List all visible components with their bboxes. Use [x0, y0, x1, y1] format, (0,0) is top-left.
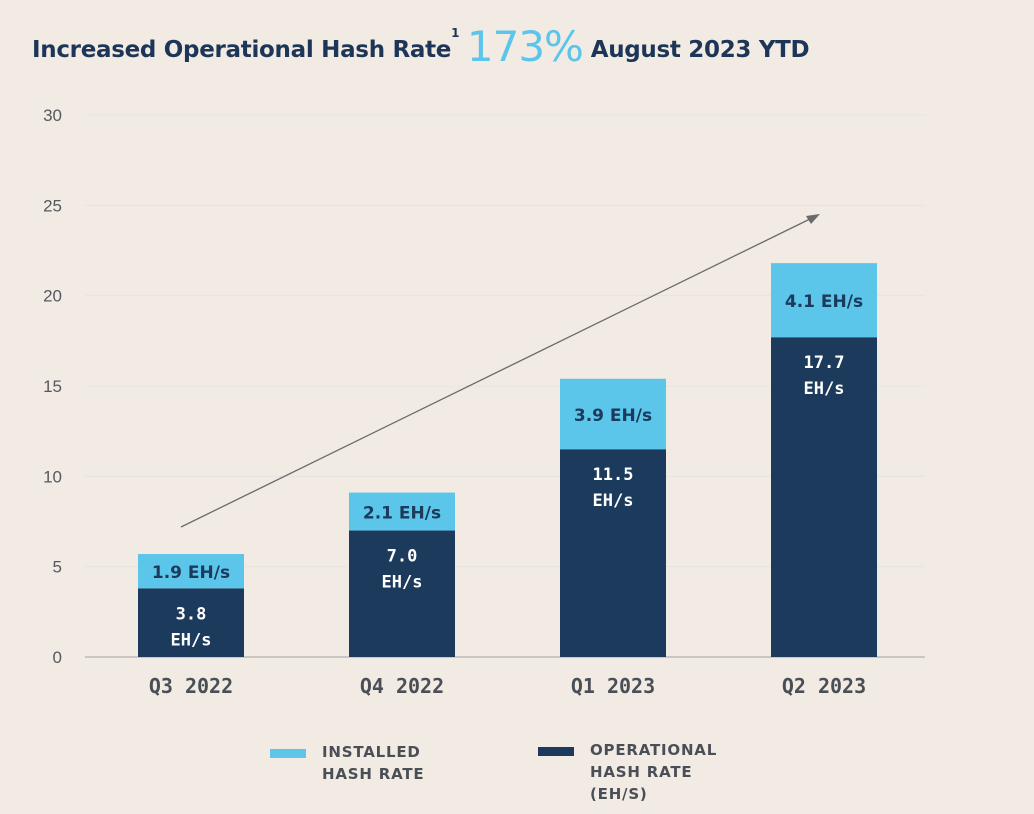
bar-operational	[771, 337, 877, 657]
data-label-installed: 4.1 EH/s	[785, 292, 863, 312]
y-tick-label: 15	[43, 377, 62, 396]
x-tick-label: Q1 2023	[571, 674, 655, 698]
title-prefix: Increased Operational Hash Rate	[32, 37, 452, 63]
data-label-installed: 3.9 EH/s	[574, 406, 652, 426]
data-label-operational: 7.0	[387, 547, 418, 567]
x-tick-label: Q2 2023	[782, 674, 866, 698]
data-label-operational: 3.8	[176, 604, 207, 624]
y-tick-label: 20	[43, 287, 62, 306]
y-tick-label: 30	[43, 106, 62, 125]
bar-installed	[560, 378, 666, 450]
x-tick-label: Q3 2022	[149, 674, 233, 698]
trend-arrow	[180, 217, 813, 528]
title-footnote: 1	[451, 26, 460, 40]
legend-installed: INSTALLED HASH RATE	[270, 741, 424, 785]
legend-label: HASH RATE	[322, 765, 425, 783]
data-label-operational-unit: EH/s	[593, 491, 634, 511]
legend-label: INSTALLED	[322, 743, 421, 761]
bar-installed	[771, 263, 877, 338]
data-label-installed: 1.9 EH/s	[152, 563, 230, 583]
bar-operational	[560, 449, 666, 657]
y-tick-label: 25	[43, 196, 62, 215]
title-highlight: 173%	[466, 22, 584, 71]
y-tick-label: 5	[53, 558, 62, 577]
data-label-operational: 17.7	[804, 353, 845, 373]
bar-operational	[138, 588, 244, 657]
bar-installed	[349, 492, 455, 531]
data-label-installed: 2.1 EH/s	[363, 504, 441, 524]
bar-operational	[349, 530, 455, 657]
legend-label: OPERATIONAL	[590, 741, 718, 759]
data-label-operational-unit: EH/s	[171, 630, 212, 650]
legend-swatch-installed	[270, 749, 306, 758]
data-label-operational-unit: EH/s	[382, 573, 423, 593]
x-tick-label: Q4 2022	[360, 674, 444, 698]
data-label-operational: 11.5	[593, 465, 634, 485]
data-label-operational-unit: EH/s	[804, 379, 845, 399]
legend-label: (EH/S)	[590, 785, 648, 803]
trend-arrow-head	[806, 214, 820, 224]
bar-installed	[138, 554, 244, 589]
legend-label: HASH RATE	[590, 763, 693, 781]
title-suffix: August 2023 YTD	[590, 37, 810, 63]
legend-swatch-operational	[538, 747, 574, 756]
y-tick-label: 0	[53, 648, 62, 667]
chart-title: Increased Operational Hash Rate1 173% Au…	[32, 22, 810, 71]
y-tick-label: 10	[43, 467, 62, 486]
legend-operational: OPERATIONAL HASH RATE (EH/S)	[538, 739, 717, 805]
